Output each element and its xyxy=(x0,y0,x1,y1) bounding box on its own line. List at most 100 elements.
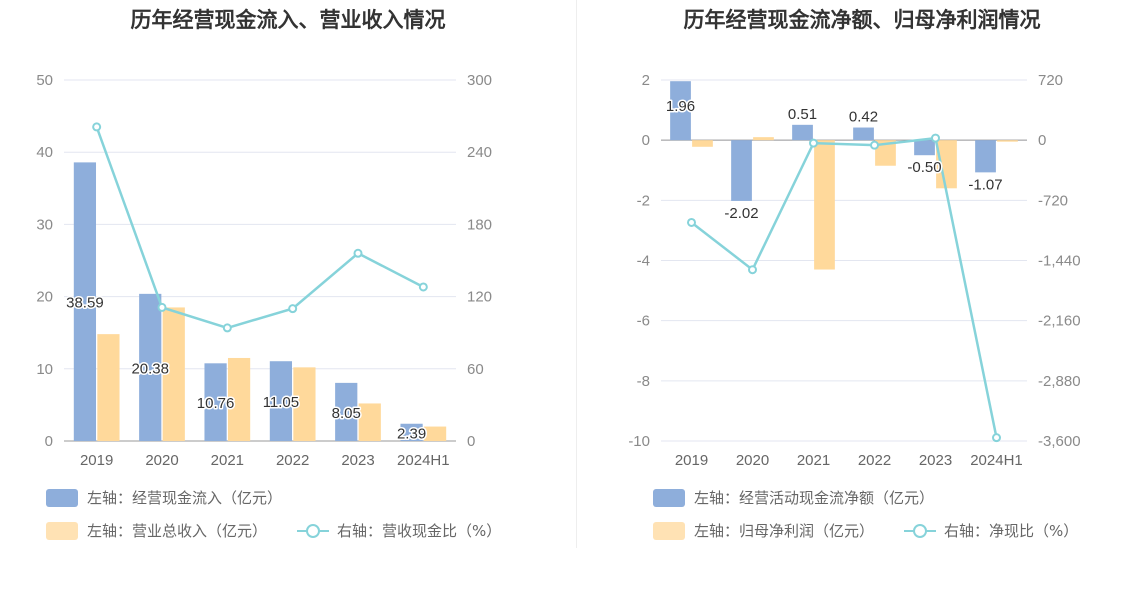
legend-swatch-line xyxy=(297,522,329,540)
legend-swatch-bar xyxy=(653,488,685,507)
line-point xyxy=(931,133,940,143)
bar xyxy=(162,307,185,441)
chart-panel-left: 历年经营现金流入、营业收入情况 0 10 20 30 40 50 0 60 120 180 240 3… xyxy=(36,8,501,541)
legend-swatch-bar xyxy=(46,521,78,540)
bar xyxy=(293,367,316,441)
x-tick-label: 2019 xyxy=(675,452,708,469)
y-tick-label: -2 xyxy=(637,192,650,209)
legend-label: 左轴：归母净利润（亿元） xyxy=(694,522,875,540)
x-tick-label: 2023 xyxy=(341,452,374,469)
y-tick-label: 20 xyxy=(36,289,53,306)
line-point xyxy=(353,248,363,258)
legend-item[interactable]: 左轴：经营活动现金流净额（亿元） xyxy=(653,487,934,508)
bar xyxy=(269,361,293,441)
x-tick-label: 2024H1 xyxy=(397,452,450,469)
bar xyxy=(792,124,813,141)
x-tick-label: 2024H1 xyxy=(970,452,1023,469)
bar xyxy=(692,140,713,147)
y-tick-label: -10 xyxy=(628,433,650,450)
legend-swatch-bar xyxy=(653,521,685,540)
data-label: 1.96 xyxy=(666,98,695,115)
bar xyxy=(423,426,447,441)
legend-swatch-line xyxy=(904,522,936,540)
bar xyxy=(73,162,97,442)
y2-tick-label: -2,880 xyxy=(1038,373,1081,390)
legend-item[interactable]: 左轴：经营现金流入（亿元） xyxy=(46,487,282,508)
x-tick-label: 2021 xyxy=(797,452,830,469)
x-tick-label: 2019 xyxy=(80,452,113,469)
line-point xyxy=(687,217,696,227)
bar xyxy=(875,140,896,166)
y-tick-label: 50 xyxy=(36,72,53,89)
y-tick-label: 30 xyxy=(36,216,53,233)
bar xyxy=(975,140,996,173)
data-label: 11.05 xyxy=(263,394,299,411)
y-tick-label: 2 xyxy=(642,72,650,89)
data-label: -2.02 xyxy=(724,205,758,222)
y2-tick-label: 240 xyxy=(467,144,492,161)
line-point xyxy=(92,122,102,132)
y2-tick-label: -3,600 xyxy=(1038,433,1081,450)
y2-tick-label: 0 xyxy=(1038,132,1046,149)
bar xyxy=(936,140,957,189)
line-point xyxy=(157,302,167,312)
legend-label: 左轴：经营现金流入（亿元） xyxy=(87,489,283,507)
y-tick-label: 0 xyxy=(45,433,53,450)
bar xyxy=(204,363,227,441)
legend-swatch-bar xyxy=(46,488,78,507)
panel-divider xyxy=(576,0,577,548)
bar xyxy=(997,140,1018,142)
chart-title: 历年经营现金流净额、归母净利润情况 xyxy=(683,8,1041,32)
y2-tick-label: 120 xyxy=(467,289,492,306)
y2-tick-label: -720 xyxy=(1038,192,1068,209)
bar xyxy=(814,140,835,270)
legend-label: 左轴：经营活动现金流净额（亿元） xyxy=(694,489,935,507)
line-point xyxy=(992,433,1001,443)
y-tick-label: 40 xyxy=(36,144,53,161)
bar xyxy=(358,403,381,441)
y-tick-label: 0 xyxy=(642,132,650,149)
data-label: -1.07 xyxy=(968,176,1002,193)
y2-tick-label: 720 xyxy=(1038,72,1063,89)
bar xyxy=(670,81,691,141)
data-label: 8.05 xyxy=(332,405,361,422)
y2-tick-label: 180 xyxy=(467,216,492,233)
legend-item[interactable]: 左轴：归母净利润（亿元） xyxy=(653,520,874,541)
chart-left-plot: 0 10 20 30 40 50 0 60 120 180 240 300 2019 2020 2021 20… xyxy=(36,72,492,469)
series-line xyxy=(95,126,424,330)
chart-panel-right: 历年经营现金流净额、归母净利润情况 -10 -8 -6 -4 -2 0 2 -3,600 -2,… xyxy=(577,0,1147,589)
data-label: -0.50 xyxy=(907,159,941,176)
data-label: 10.76 xyxy=(197,395,235,412)
bar xyxy=(853,127,874,141)
legend-item[interactable]: 左轴：营业总收入（亿元） xyxy=(46,520,267,541)
line-point xyxy=(870,140,879,150)
legend-item[interactable]: 右轴：净现比（%） xyxy=(904,520,1078,541)
x-tick-label: 2023 xyxy=(919,452,952,469)
y2-tick-label: -1,440 xyxy=(1038,253,1081,270)
legend-item[interactable]: 右轴：营收现金比（%） xyxy=(297,520,501,541)
bar xyxy=(400,423,423,441)
bar xyxy=(335,382,358,441)
chart-right-plot: -10 -8 -6 -4 -2 0 2 -3,600 -2,880 -2,160 -1,440 -72… xyxy=(628,72,1081,469)
line-point xyxy=(418,282,428,292)
data-label: 20.38 xyxy=(131,360,169,377)
y-tick-label: -8 xyxy=(637,373,650,390)
bar xyxy=(914,140,935,156)
line-point xyxy=(288,304,298,314)
legend-label: 右轴：净现比（%） xyxy=(944,522,1079,540)
y2-tick-label: 300 xyxy=(467,72,492,89)
y-tick-label: 10 xyxy=(36,361,53,378)
chart-title: 历年经营现金流入、营业收入情况 xyxy=(130,8,446,32)
bar xyxy=(753,137,774,141)
bar xyxy=(227,357,251,441)
data-label: 38.59 xyxy=(66,295,104,312)
x-tick-label: 2022 xyxy=(858,452,891,469)
line-point xyxy=(222,323,232,333)
data-label: 0.42 xyxy=(849,109,878,126)
y2-tick-label: 60 xyxy=(467,361,484,378)
legend-label: 左轴：营业总收入（亿元） xyxy=(87,522,268,540)
line-point xyxy=(809,138,818,148)
series-line xyxy=(690,136,998,438)
legend-label: 右轴：营收现金比（%） xyxy=(337,522,502,540)
x-tick-label: 2022 xyxy=(276,452,309,469)
